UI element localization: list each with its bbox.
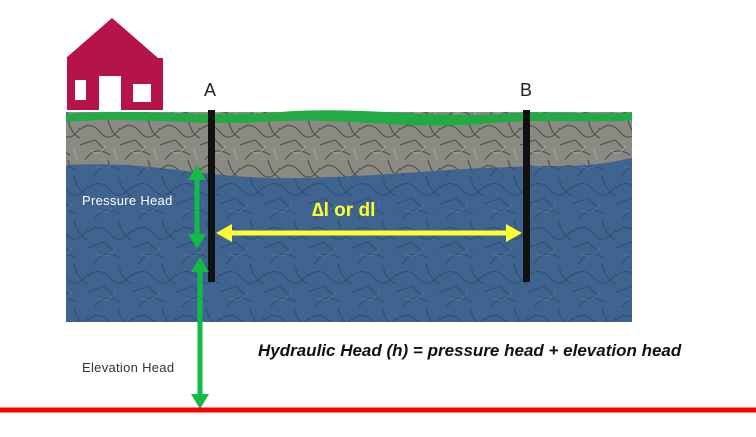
house-icon bbox=[66, 18, 163, 110]
distance-arrow bbox=[216, 224, 522, 242]
well-b-label: B bbox=[520, 80, 533, 100]
elevation-head-arrow bbox=[191, 257, 209, 409]
well-a-label: A bbox=[204, 80, 217, 100]
aquifer bbox=[66, 158, 632, 322]
well-b bbox=[523, 110, 530, 282]
distance-label: ∆l or dl bbox=[312, 200, 376, 221]
well-a bbox=[208, 110, 215, 282]
pressure-head-arrow bbox=[188, 165, 206, 249]
hydraulic-head-formula: Hydraulic Head (h) = pressure head + ele… bbox=[258, 341, 682, 360]
ground-surface bbox=[66, 110, 632, 126]
elevation-head-label: Elevation Head bbox=[82, 360, 175, 375]
pressure-head-label: Pressure Head bbox=[82, 193, 173, 208]
